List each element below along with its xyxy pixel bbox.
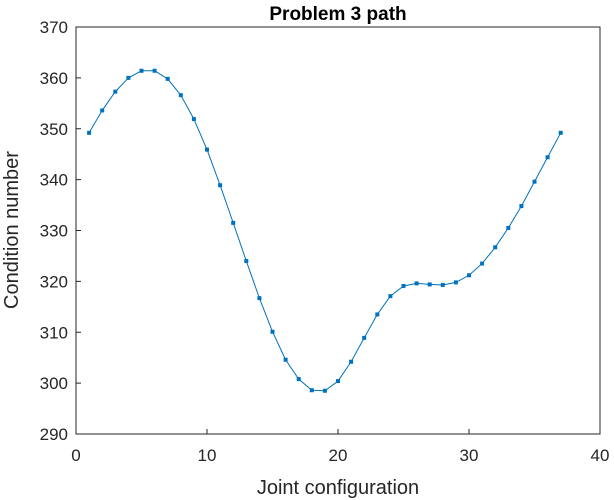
data-point xyxy=(100,108,105,113)
data-point xyxy=(480,261,485,266)
data-point xyxy=(336,379,340,384)
data-point xyxy=(87,130,92,135)
data-point xyxy=(152,68,157,73)
data-point xyxy=(165,76,170,81)
data-point xyxy=(244,259,249,264)
x-tick-label: 30 xyxy=(460,446,479,465)
data-point xyxy=(558,130,563,135)
data-point xyxy=(113,89,118,94)
data-point xyxy=(231,220,236,225)
data-point xyxy=(427,282,432,287)
x-tick-label: 0 xyxy=(71,446,80,465)
y-axis: 290 300 310 320 330 340 350 360 370 xyxy=(40,18,81,444)
y-axis-label: Condition number xyxy=(1,151,23,309)
data-point xyxy=(126,75,131,80)
y-tick-label: 340 xyxy=(40,171,68,190)
data-point xyxy=(362,335,367,340)
data-point xyxy=(401,283,406,288)
data-point xyxy=(493,245,498,250)
y-tick-label: 370 xyxy=(40,18,68,37)
data-point xyxy=(467,273,471,278)
x-axis-label: Joint configuration xyxy=(257,477,419,499)
data-point xyxy=(453,280,458,285)
data-point xyxy=(545,155,550,160)
data-point xyxy=(349,359,354,364)
data-point xyxy=(506,225,511,230)
data-point xyxy=(178,93,183,98)
y-tick-label: 330 xyxy=(40,222,68,241)
data-point xyxy=(388,294,393,299)
data-point xyxy=(375,312,380,317)
data-point xyxy=(322,388,327,393)
series-layer xyxy=(87,68,563,393)
data-point xyxy=(283,357,288,362)
data-point xyxy=(309,388,314,393)
x-axis: 0 10 20 30 40 xyxy=(71,429,609,465)
plot-background xyxy=(76,27,600,434)
data-point xyxy=(532,179,537,184)
data-point xyxy=(519,204,524,209)
data-point xyxy=(139,68,144,73)
data-point xyxy=(296,377,301,382)
x-tick-label: 10 xyxy=(198,446,217,465)
data-point xyxy=(270,329,275,334)
y-tick-label: 320 xyxy=(40,272,68,291)
y-tick-label: 350 xyxy=(40,120,68,139)
data-point xyxy=(414,281,419,286)
y-tick-label: 300 xyxy=(40,374,68,393)
data-point xyxy=(218,183,223,188)
y-tick-label: 290 xyxy=(40,425,68,444)
data-point xyxy=(440,282,445,287)
data-point xyxy=(205,147,209,152)
y-tick-label: 310 xyxy=(40,323,68,342)
data-point xyxy=(191,117,196,122)
x-tick-label: 40 xyxy=(591,446,610,465)
chart-title: Problem 3 path xyxy=(269,4,406,25)
y-tick-label: 360 xyxy=(40,69,68,88)
data-point xyxy=(257,296,262,301)
x-tick-label: 20 xyxy=(329,446,348,465)
